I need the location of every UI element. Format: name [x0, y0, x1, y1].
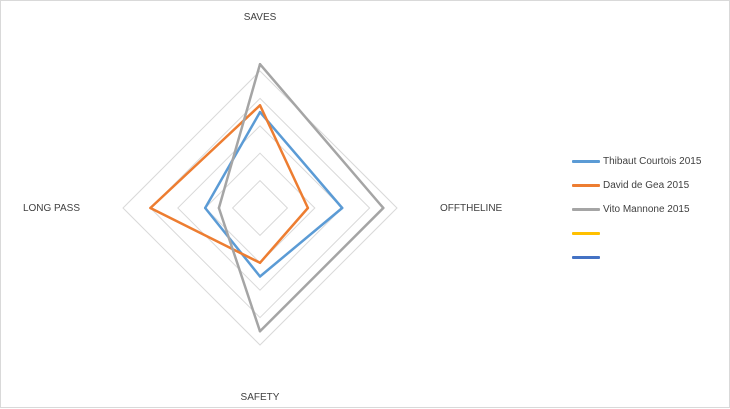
legend-item-2: David de Gea 2015 — [572, 173, 722, 197]
axis-label-offtheline: OFFTHELINE — [440, 203, 503, 214]
legend-swatch-1 — [572, 159, 600, 163]
data-point-3-4 — [217, 206, 221, 210]
data-point-2-4 — [149, 206, 152, 210]
gridline-2 — [204, 152, 316, 264]
series-line-3 — [217, 62, 385, 333]
data-point-3-1 — [258, 63, 262, 66]
legend-swatch-4 — [572, 231, 600, 235]
legend-item-1: Thibaut Courtois 2015 — [572, 149, 722, 173]
axis-label-long-pass: LONG PASS — [23, 203, 80, 214]
data-point-1-4 — [204, 206, 207, 210]
data-point-3-2 — [382, 206, 385, 210]
data-point-1-1 — [258, 110, 262, 114]
data-point-1-3 — [258, 275, 262, 278]
data-point-1-2 — [341, 206, 344, 210]
legend-swatch-2 — [572, 183, 600, 187]
data-point-2-3 — [258, 261, 262, 264]
legend-label-3: Vito Mannone 2015 — [603, 203, 690, 215]
data-point-3-3 — [258, 330, 262, 333]
axis-label-safety: SAFETY — [241, 392, 280, 403]
gridline-1 — [231, 179, 289, 237]
gridline-5 — [122, 70, 398, 346]
legend-item-5 — [572, 245, 722, 269]
legend-label-1: Thibaut Courtois 2015 — [603, 155, 702, 167]
legend-swatch-5 — [572, 255, 600, 259]
data-point-2-1 — [258, 104, 262, 107]
legend-item-3: Vito Mannone 2015 — [572, 197, 722, 221]
data-point-2-2 — [306, 206, 310, 210]
gridline-4 — [149, 97, 371, 319]
legend-label-2: David de Gea 2015 — [603, 179, 690, 191]
axis-label-saves: SAVES — [244, 12, 277, 23]
legend-swatch-3 — [572, 207, 600, 211]
gridline-3 — [177, 125, 343, 291]
legend-item-4 — [572, 221, 722, 245]
legend: Thibaut Courtois 2015 David de Gea 2015 Vi… — [572, 149, 722, 269]
